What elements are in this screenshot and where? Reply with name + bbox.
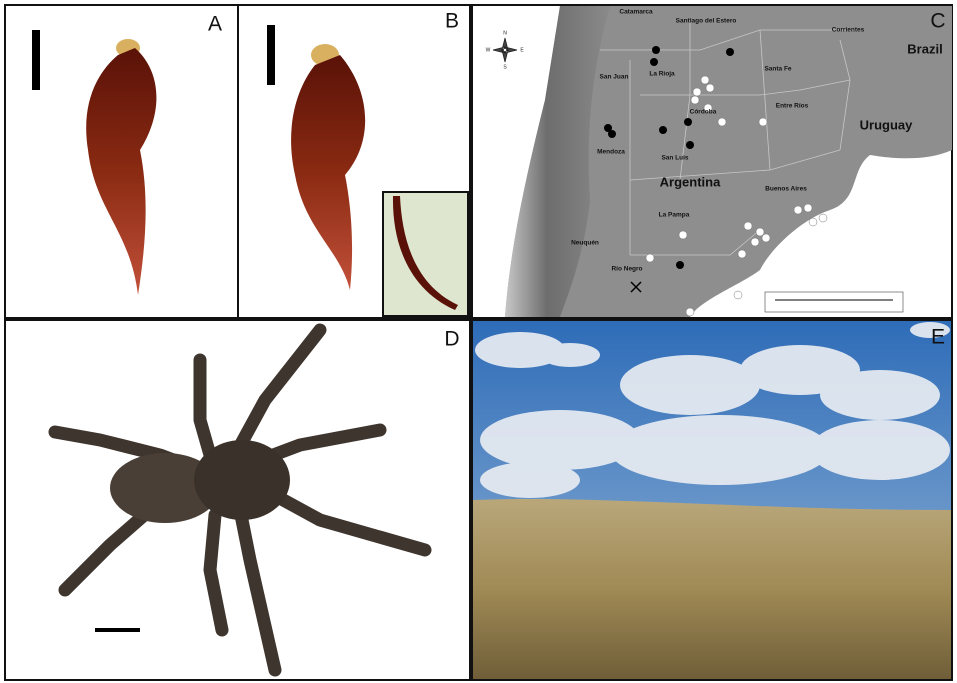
map-label: Santa Fe [764, 66, 791, 73]
map-label: Buenos Aires [765, 186, 807, 193]
panel-e: E [472, 320, 952, 680]
panel-label: C [930, 10, 945, 33]
figure: A B N E S W Catamarca Santiago del Ester… [0, 0, 957, 683]
map-label: San Luis [661, 155, 688, 162]
map-label: San Juan [600, 74, 629, 81]
map-label: Entre Ríos [776, 103, 809, 110]
compass-letter: N [503, 30, 507, 36]
panel-d: D [5, 320, 470, 680]
map-label: Catamarca [619, 9, 653, 16]
panel-label: E [931, 326, 945, 349]
map-label: La Rioja [649, 71, 675, 78]
country-label: Brazil [907, 41, 942, 56]
map-label: Corrientes [832, 27, 865, 34]
country-label: Argentina [660, 174, 721, 189]
compass-letter: W [486, 47, 491, 53]
panel-a: A [5, 5, 238, 318]
map-label: Córdoba [690, 109, 717, 116]
map-label: Río Negro [611, 266, 642, 273]
panel-label: D [444, 328, 459, 351]
panel-label: A [208, 13, 222, 36]
panel-c: N E S W Catamarca Santiago del Estero Co… [472, 5, 952, 318]
map-label: Mendoza [597, 149, 625, 156]
panel-b: B [238, 5, 470, 318]
map-label: Santiago del Estero [676, 18, 737, 25]
map-label: Neuquén [571, 240, 599, 247]
map-label: La Pampa [659, 212, 690, 219]
country-label: Uruguay [860, 117, 914, 132]
panel-label: B [445, 10, 459, 33]
